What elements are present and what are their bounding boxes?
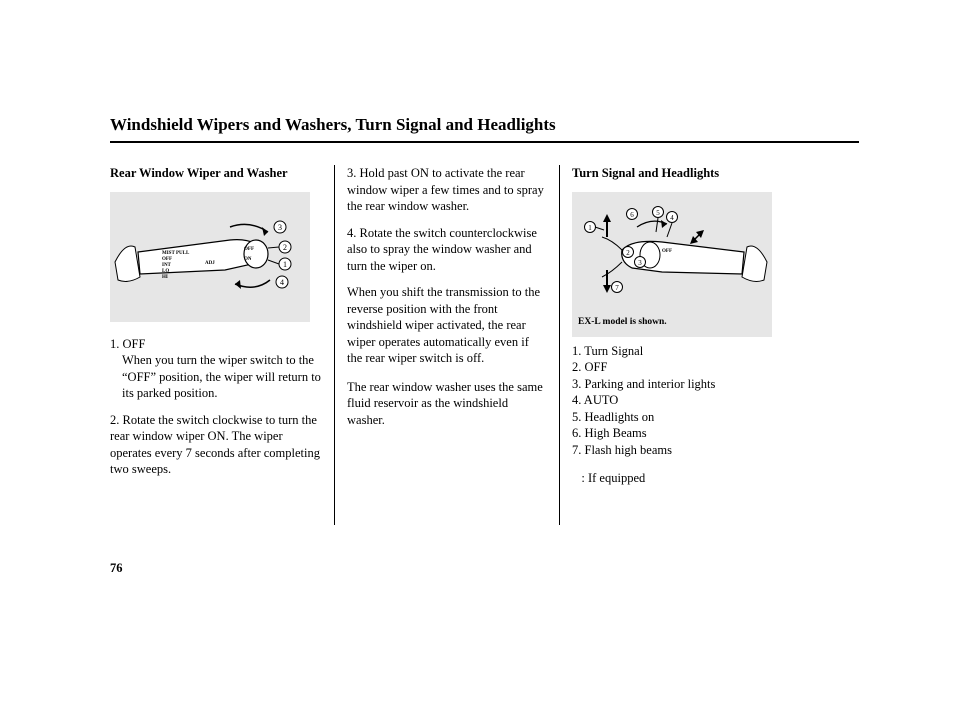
list-item: 6. High Beams bbox=[572, 425, 773, 442]
page-number: 76 bbox=[110, 561, 859, 576]
svg-text:ADJ: ADJ bbox=[205, 261, 215, 266]
callout-list: 1. Turn Signal 2. OFF 3. Parking and int… bbox=[572, 343, 773, 459]
svg-text:1: 1 bbox=[588, 224, 592, 232]
page-title: Windshield Wipers and Washers, Turn Sign… bbox=[110, 115, 859, 143]
wiper-lever-illustration: MIST PULL OFF INT LO HI ADJ OFF ON 3 2 bbox=[110, 192, 310, 322]
manual-page: Windshield Wipers and Washers, Turn Sign… bbox=[0, 0, 954, 710]
item1-body: When you turn the wiper switch to the “O… bbox=[110, 352, 322, 402]
column-1: Rear Window Wiper and Washer MIST PULL O… bbox=[110, 165, 335, 525]
svg-text:HI: HI bbox=[162, 275, 168, 280]
svg-text:3: 3 bbox=[638, 259, 642, 267]
footnote: : If equipped bbox=[572, 470, 773, 487]
rear-wiper-figure: MIST PULL OFF INT LO HI ADJ OFF ON 3 2 bbox=[110, 192, 310, 322]
item4-number: 4. bbox=[347, 226, 356, 240]
svg-text:INT: INT bbox=[162, 263, 172, 268]
svg-text:2: 2 bbox=[283, 243, 287, 252]
svg-text:OFF: OFF bbox=[244, 247, 254, 252]
svg-text:OFF: OFF bbox=[662, 249, 672, 254]
item4-body: Rotate the switch counterclockwise also … bbox=[347, 226, 537, 273]
item-rotate-ccw: 4. Rotate the switch counterclockwise al… bbox=[347, 225, 547, 275]
item-hold-on: 3. Hold past ON to activate the rear win… bbox=[347, 165, 547, 215]
content-columns: Rear Window Wiper and Washer MIST PULL O… bbox=[110, 165, 859, 525]
reservoir-note: The rear window washer uses the same flu… bbox=[347, 379, 547, 429]
reverse-note: When you shift the transmission to the r… bbox=[347, 284, 547, 367]
item2-body: Rotate the switch clockwise to turn the … bbox=[110, 413, 320, 477]
list-item: 7. Flash high beams bbox=[572, 442, 773, 459]
list-item: 2. OFF bbox=[572, 359, 773, 376]
list-item: 5. Headlights on bbox=[572, 409, 773, 426]
item1-head: OFF bbox=[123, 337, 146, 351]
svg-text:4: 4 bbox=[280, 278, 284, 287]
figure-caption: EX-L model is shown. bbox=[572, 316, 772, 335]
svg-text:3: 3 bbox=[278, 223, 282, 232]
item-rotate-cw: 2. Rotate the switch clockwise to turn t… bbox=[110, 412, 322, 478]
svg-text:1: 1 bbox=[283, 260, 287, 269]
svg-text:7: 7 bbox=[615, 284, 619, 292]
rear-wiper-heading: Rear Window Wiper and Washer bbox=[110, 165, 322, 182]
item-off: 1. OFF When you turn the wiper switch to… bbox=[110, 336, 322, 402]
svg-text:2: 2 bbox=[626, 249, 630, 257]
column-2: 3. Hold past ON to activate the rear win… bbox=[335, 165, 560, 525]
list-item: 4. AUTO bbox=[572, 392, 773, 409]
svg-text:OFF: OFF bbox=[162, 257, 172, 262]
svg-text:6: 6 bbox=[630, 211, 634, 219]
svg-text:MIST PULL: MIST PULL bbox=[162, 251, 190, 256]
signal-lever-illustration: OFF 1 bbox=[572, 192, 772, 312]
item2-number: 2. bbox=[110, 413, 119, 427]
turn-signal-heading: Turn Signal and Headlights bbox=[572, 165, 773, 182]
svg-text:LO: LO bbox=[162, 269, 169, 274]
item3-body: Hold past ON to activate the rear window… bbox=[347, 166, 544, 213]
turn-signal-figure: OFF 1 bbox=[572, 192, 772, 337]
item3-number: 3. bbox=[347, 166, 356, 180]
list-item: 1. Turn Signal bbox=[572, 343, 773, 360]
item1-number: 1. bbox=[110, 337, 119, 351]
column-3: Turn Signal and Headlights OFF bbox=[560, 165, 785, 525]
svg-text:ON: ON bbox=[244, 257, 252, 262]
svg-text:5: 5 bbox=[656, 209, 660, 217]
list-item: 3. Parking and interior lights bbox=[572, 376, 773, 393]
svg-text:4: 4 bbox=[670, 214, 674, 222]
